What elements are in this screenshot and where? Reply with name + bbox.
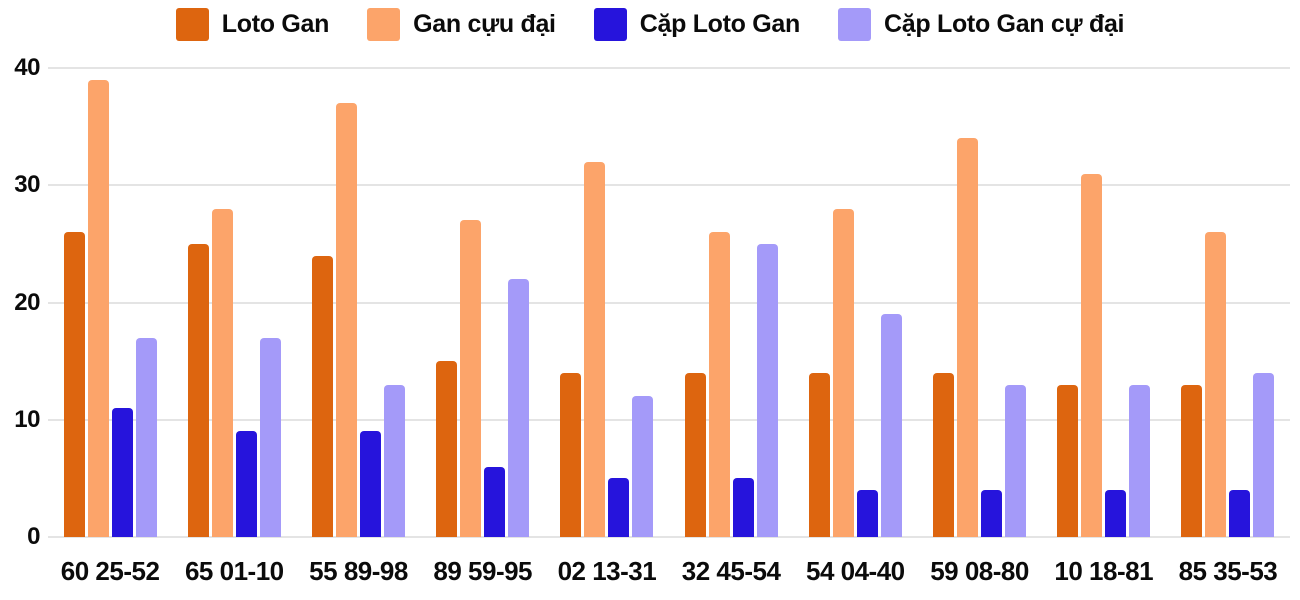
bar-group-9	[1042, 68, 1166, 537]
x-tick-label-7: 54 04-40	[805, 556, 905, 586]
bar-gan-cựu-đại-10	[1205, 232, 1227, 537]
bar-group-1	[48, 68, 172, 537]
chart-legend: Loto Gan Gan cựu đại Cặp Loto Gan Cặp Loto …	[0, 8, 1300, 41]
bar-gan-cựu-đại-9	[1081, 173, 1103, 537]
legend-swatch-icon	[838, 8, 871, 41]
bar-cặp-loto-gan-4	[484, 466, 506, 537]
bar-gan-cựu-đại-3	[336, 103, 357, 537]
bar-cặp-loto-gan-cự-đại-3	[384, 384, 405, 537]
bar-cặp-loto-gan-cự-đại-7	[880, 314, 902, 537]
x-tick-label-9: 10 18-81	[1054, 556, 1154, 586]
legend-item-2[interactable]: Gan cựu đại	[367, 8, 556, 41]
plot-area	[48, 67, 1290, 538]
y-tick-label-30: 30	[14, 171, 40, 199]
y-axis: 0 10 20 30 40	[2, 54, 40, 550]
bar-cặp-loto-gan-cự-đại-5	[632, 396, 654, 537]
gridline-0	[48, 536, 1290, 538]
bar-cặp-loto-gan-cự-đại-9	[1129, 384, 1151, 537]
bar-group-3	[296, 68, 420, 537]
bar-loto-gan-7	[808, 372, 830, 537]
bar-loto-gan-2	[187, 243, 209, 537]
bar-gan-cựu-đại-2	[211, 208, 233, 537]
legend-label: Cặp Loto Gan	[639, 10, 801, 38]
legend-swatch-icon	[175, 8, 209, 41]
bar-cặp-loto-gan-3	[360, 431, 381, 537]
bar-cặp-loto-gan-cự-đại-6	[756, 243, 778, 537]
legend-label: Cặp Loto Gan cự đại	[884, 10, 1125, 38]
bar-cặp-loto-gan-cự-đại-4	[508, 279, 530, 537]
legend-swatch-icon	[593, 8, 627, 41]
legend-swatch-icon	[367, 8, 401, 41]
x-tick-label-4: 89 59-95	[433, 556, 533, 586]
gridline-30	[48, 184, 1290, 187]
legend-label: Loto Gan	[221, 10, 330, 38]
y-tick-label-10: 10	[14, 405, 40, 433]
bar-cặp-loto-gan-cự-đại-10	[1253, 372, 1275, 537]
bar-gan-cựu-đại-4	[460, 220, 482, 537]
bar-cặp-loto-gan-cự-đại-8	[1005, 384, 1027, 537]
bar-cặp-loto-gan-7	[856, 490, 878, 537]
y-tick-label-0: 0	[27, 523, 40, 550]
bar-cặp-loto-gan-5	[608, 478, 630, 537]
bar-cặp-loto-gan-9	[1105, 490, 1127, 537]
bar-group-2	[172, 68, 296, 537]
bar-group-4	[421, 68, 545, 537]
bar-loto-gan-10	[1181, 384, 1203, 537]
bar-loto-gan-5	[560, 372, 582, 537]
bar-loto-gan-9	[1057, 384, 1079, 537]
bar-cặp-loto-gan-10	[1229, 490, 1251, 537]
bar-gan-cựu-đại-5	[584, 161, 606, 537]
bar-loto-gan-4	[436, 361, 458, 537]
bar-group-7	[793, 68, 917, 537]
bar-cặp-loto-gan-6	[732, 478, 754, 537]
bar-gan-cựu-đại-1	[87, 79, 109, 537]
bar-group-5	[545, 68, 669, 537]
x-axis: 60 25-52 65 01-10 55 89-98 89 59-95 02 13-31…	[48, 556, 1290, 587]
x-tick-label-1: 60 25-52	[60, 556, 160, 586]
x-tick-label-2: 65 01-10	[184, 556, 284, 586]
legend-label: Gan cựu đại	[413, 10, 556, 38]
bar-loto-gan-8	[933, 372, 955, 537]
bar-cặp-loto-gan-2	[235, 431, 257, 537]
bar-group-10	[1166, 68, 1290, 537]
bar-groups	[48, 68, 1290, 537]
gridline-10	[48, 418, 1290, 421]
bar-cặp-loto-gan-cự-đại-2	[259, 337, 281, 537]
bar-loto-gan-6	[684, 372, 706, 537]
bar-group-6	[669, 68, 793, 537]
bar-gan-cựu-đại-8	[957, 138, 979, 537]
gridline-40	[48, 67, 1290, 69]
bar-cặp-loto-gan-8	[981, 490, 1003, 537]
x-tick-label-10: 85 35-53	[1178, 556, 1278, 586]
bar-cặp-loto-gan-1	[111, 408, 133, 537]
legend-item-4[interactable]: Cặp Loto Gan cự đại	[838, 8, 1125, 41]
x-tick-label-5: 02 13-31	[557, 556, 657, 586]
bar-group-8	[917, 68, 1041, 537]
legend-item-1[interactable]: Loto Gan	[175, 8, 330, 41]
bar-gan-cựu-đại-7	[832, 208, 854, 537]
legend-item-3[interactable]: Cặp Loto Gan	[593, 8, 801, 41]
bar-loto-gan-3	[312, 255, 333, 537]
bar-gan-cựu-đại-6	[708, 232, 730, 537]
y-tick-label-40: 40	[14, 54, 40, 81]
x-tick-label-8: 59 08-80	[930, 556, 1029, 586]
gridline-20	[48, 301, 1290, 304]
bar-loto-gan-1	[63, 232, 85, 537]
x-tick-label-3: 55 89-98	[309, 556, 408, 586]
x-tick-label-6: 32 45-54	[681, 556, 781, 586]
bar-cặp-loto-gan-cự-đại-1	[135, 337, 157, 537]
y-tick-label-20: 20	[14, 288, 40, 316]
